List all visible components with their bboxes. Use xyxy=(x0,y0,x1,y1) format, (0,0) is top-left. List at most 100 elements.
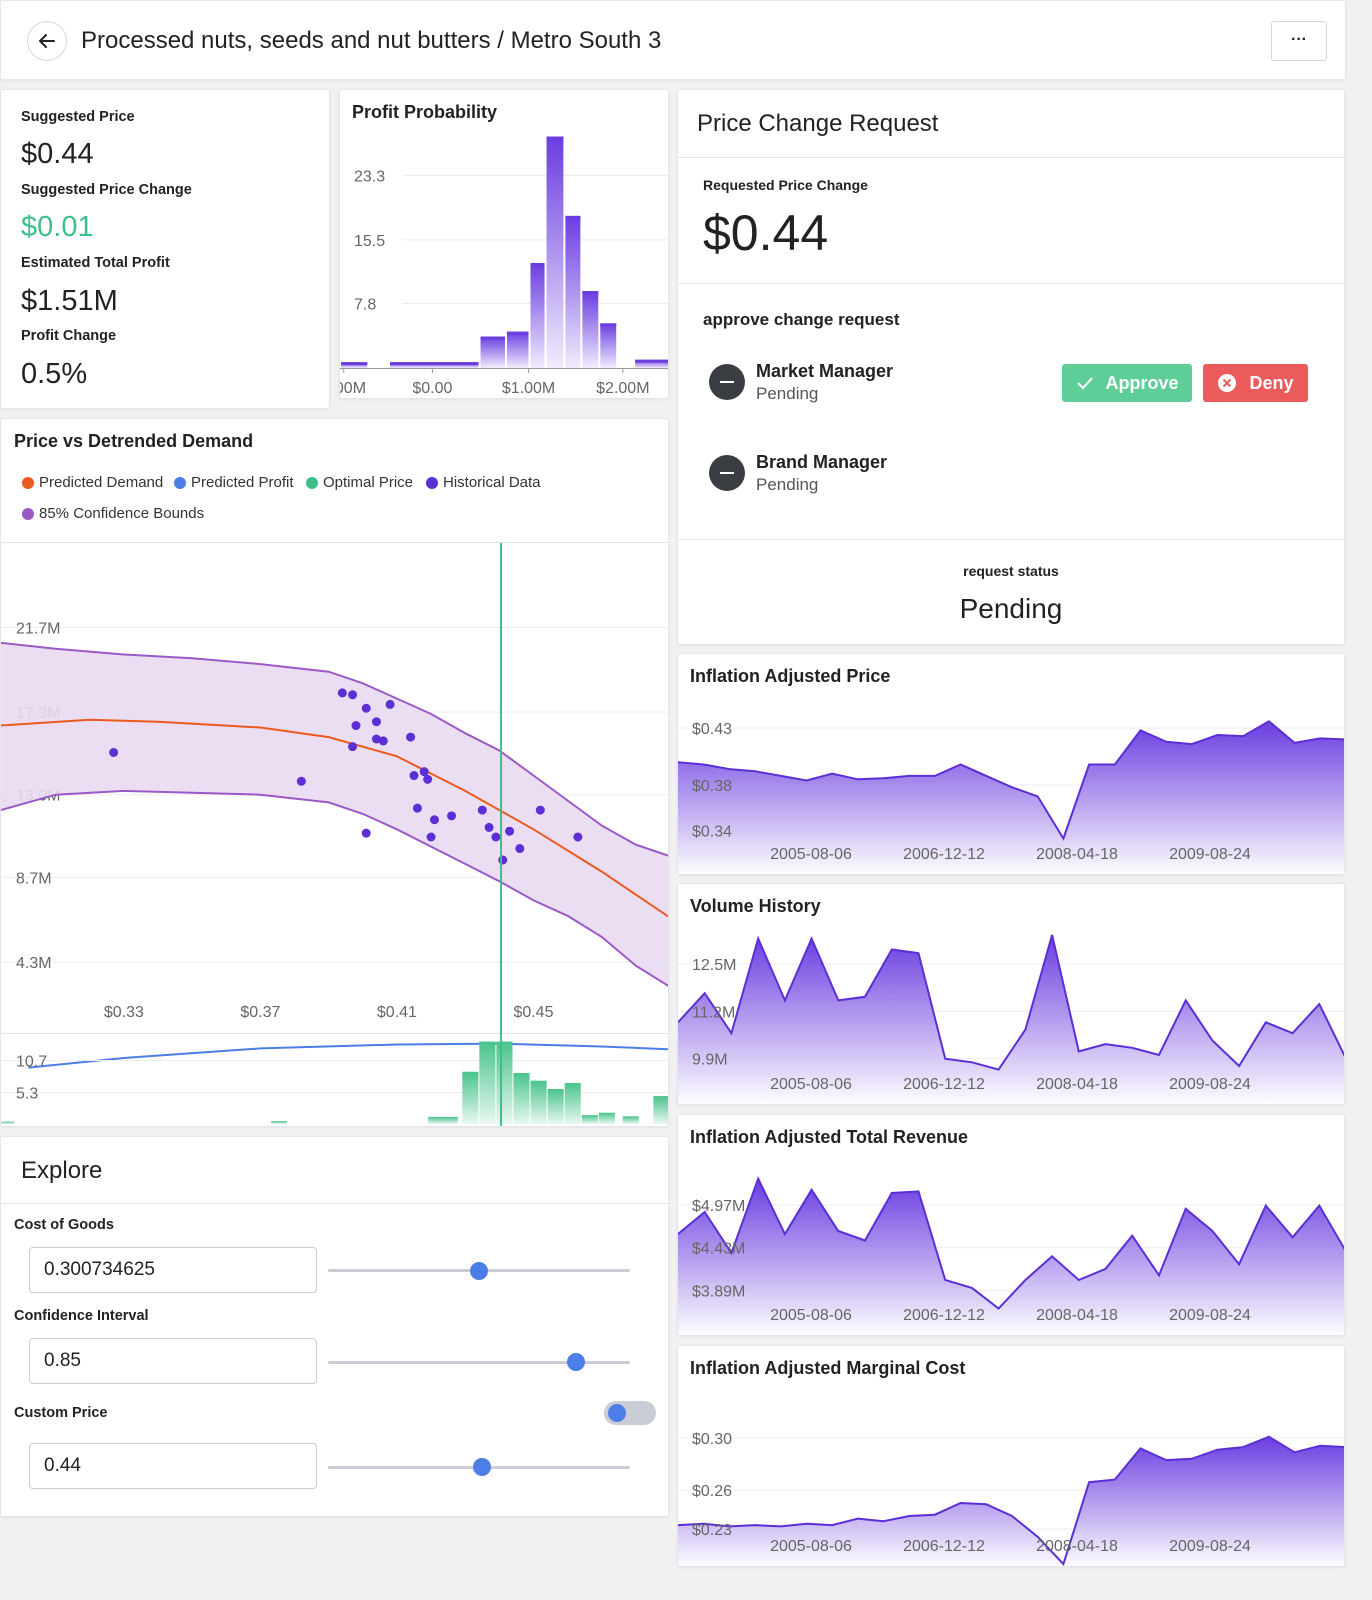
historical-data-point xyxy=(361,828,371,838)
legend-dot-icon xyxy=(174,476,186,489)
legend-dot-icon xyxy=(22,507,34,520)
pending-icon xyxy=(709,455,745,491)
legend-label: Historical Data xyxy=(443,474,541,491)
custom-price-toggle[interactable] xyxy=(604,1401,656,1425)
more-options-button[interactable]: ··· xyxy=(1271,21,1327,61)
price-histogram-bar xyxy=(622,1116,639,1124)
approver-role: Brand Manager xyxy=(756,452,888,472)
inflation-adjusted-total-revenue-card: Inflation Adjusted Total Revenue $4.97M $… xyxy=(677,1114,1345,1336)
historical-data-point xyxy=(337,688,347,698)
price-vs-demand-card: Price vs Detrended Demand Predicted Dema… xyxy=(0,418,669,1127)
x-tick-label: 2005-08-06 xyxy=(770,846,852,863)
series-line xyxy=(678,1435,1344,1566)
y-tick-label: $0.38 xyxy=(692,778,732,795)
y-tick-label: $0.23 xyxy=(692,1522,732,1539)
confidence-interval-label: Confidence Interval xyxy=(14,1308,149,1324)
profit-probability-chart: 23.3 15.5 7.8 1.00M $0.00 $1.00M $2.00M xyxy=(340,136,668,397)
x-tick-label: $0.37 xyxy=(240,1004,280,1021)
legend-predicted-demand[interactable]: Predicted Demand xyxy=(22,474,163,491)
y-tick-label: 9.9M xyxy=(692,1052,728,1069)
x-tick-label: 2006-12-12 xyxy=(903,846,985,863)
legend-predicted-profit[interactable]: Predicted Profit xyxy=(174,474,294,491)
legend-dot-icon xyxy=(426,476,438,489)
histogram-bar-cap xyxy=(530,263,545,267)
y-tick-label: 10.7 xyxy=(16,1054,47,1071)
approver-role: Market Manager xyxy=(756,361,894,381)
inflation-adjusted-price-card: Inflation Adjusted Price $0.43 $0.38 $0.34… xyxy=(677,653,1345,875)
historical-data-point xyxy=(429,815,439,825)
confidence-band xyxy=(1,642,668,986)
histogram-bar-cap xyxy=(600,323,617,327)
price-histogram-bar xyxy=(496,1041,513,1124)
predicted-profit-line xyxy=(28,1042,668,1069)
series-area xyxy=(678,1178,1344,1335)
histogram-bar xyxy=(530,263,545,368)
x-tick-label: $0.45 xyxy=(513,1004,553,1021)
confidence-interval-slider-thumb[interactable] xyxy=(566,1353,585,1371)
explore-title: Explore xyxy=(21,1157,103,1184)
x-tick-label: $1.00M xyxy=(502,380,555,397)
price-histogram-bar xyxy=(547,1088,564,1124)
pcr-divider-1 xyxy=(678,157,1344,158)
price-histogram-bar xyxy=(428,1116,458,1124)
historical-data-point xyxy=(423,774,433,784)
header-bar: Processed nuts, seeds and nut butters / … xyxy=(0,0,1346,80)
historical-data-point xyxy=(296,776,306,786)
x-tick-label: 2008-04-18 xyxy=(1036,846,1118,863)
suggested-price-change-value: $0.01 xyxy=(21,211,94,243)
custom-price-input[interactable]: 0.44 xyxy=(29,1443,317,1489)
x-tick-label: $0.00 xyxy=(412,380,452,397)
volume-history-card: Volume History 12.5M 11.2M 9.9M 2005-08-06 2… xyxy=(677,883,1345,1105)
predicted-demand-line xyxy=(1,718,668,918)
approve-button[interactable]: Approve xyxy=(1062,364,1192,402)
approver-status: Pending xyxy=(756,384,819,403)
inflation-adjusted-marginal-cost-card: Inflation Adjusted Marginal Cost $0.30 $0… xyxy=(677,1345,1345,1567)
historical-data-point xyxy=(515,844,525,854)
historical-data-point xyxy=(109,747,119,757)
legend-label: Predicted Profit xyxy=(191,474,294,491)
arrow-left-icon xyxy=(39,34,55,48)
y-tick-label: 11.2M xyxy=(692,1004,735,1021)
confidence-interval-input[interactable]: 0.85 xyxy=(29,1338,317,1384)
confidence-interval-slider-track[interactable] xyxy=(328,1361,630,1364)
more-icon: ··· xyxy=(1291,31,1307,48)
x-tick-label: $2.00M xyxy=(596,380,649,397)
legend-label: 85% Confidence Bounds xyxy=(39,505,205,522)
upper-bound-line xyxy=(1,641,668,857)
deny-button[interactable]: Deny xyxy=(1203,364,1308,402)
legend-confidence-bounds[interactable]: 85% Confidence Bounds xyxy=(22,505,204,522)
historical-data-point xyxy=(535,805,545,815)
x-tick-label: $0.33 xyxy=(104,1004,144,1021)
price-histogram-bar xyxy=(513,1072,530,1124)
estimated-total-profit-value: $1.51M xyxy=(21,285,118,317)
historical-data-point xyxy=(477,805,487,815)
historical-data-point xyxy=(371,717,381,727)
histogram-bar xyxy=(582,291,599,368)
pcr-divider-3 xyxy=(678,539,1344,540)
cost-of-goods-label: Cost of Goods xyxy=(14,1217,114,1233)
y-tick-label: 7.8 xyxy=(354,297,376,314)
custom-price-slider-thumb[interactable] xyxy=(473,1458,492,1476)
price-histogram-bar xyxy=(271,1121,288,1124)
inflation-adjusted-price-chart: $0.43 $0.38 $0.34 2005-08-06 2006-12-12 2008-… xyxy=(678,720,1344,874)
legend-historical-data[interactable]: Historical Data xyxy=(426,474,541,491)
x-tick-label: 2005-08-06 xyxy=(770,1076,852,1093)
x-tick-label: 2008-04-18 xyxy=(1036,1307,1118,1324)
y-tick-label: $3.89M xyxy=(692,1283,745,1300)
estimated-total-profit-label: Estimated Total Profit xyxy=(21,255,170,271)
histogram-bar-cap xyxy=(565,215,581,219)
legend-label: Predicted Demand xyxy=(39,474,164,491)
historical-data-point xyxy=(447,811,457,821)
histogram-bar xyxy=(565,215,581,368)
legend-optimal-price[interactable]: Optimal Price xyxy=(306,474,413,491)
series-chart-title: Inflation Adjusted Total Revenue xyxy=(690,1127,969,1147)
back-button[interactable] xyxy=(27,21,67,61)
close-circle-icon xyxy=(1218,374,1237,392)
cost-of-goods-slider-thumb[interactable] xyxy=(470,1262,488,1280)
y-tick-label: $4.43M xyxy=(692,1241,745,1258)
cost-of-goods-input[interactable]: 0.300734625 xyxy=(29,1247,317,1293)
y-tick-label: $4.97M xyxy=(692,1198,745,1215)
histogram-bar-cap xyxy=(506,331,529,335)
profit-probability-title: Profit Probability xyxy=(352,102,498,122)
x-tick-label: 2006-12-12 xyxy=(903,1076,985,1093)
